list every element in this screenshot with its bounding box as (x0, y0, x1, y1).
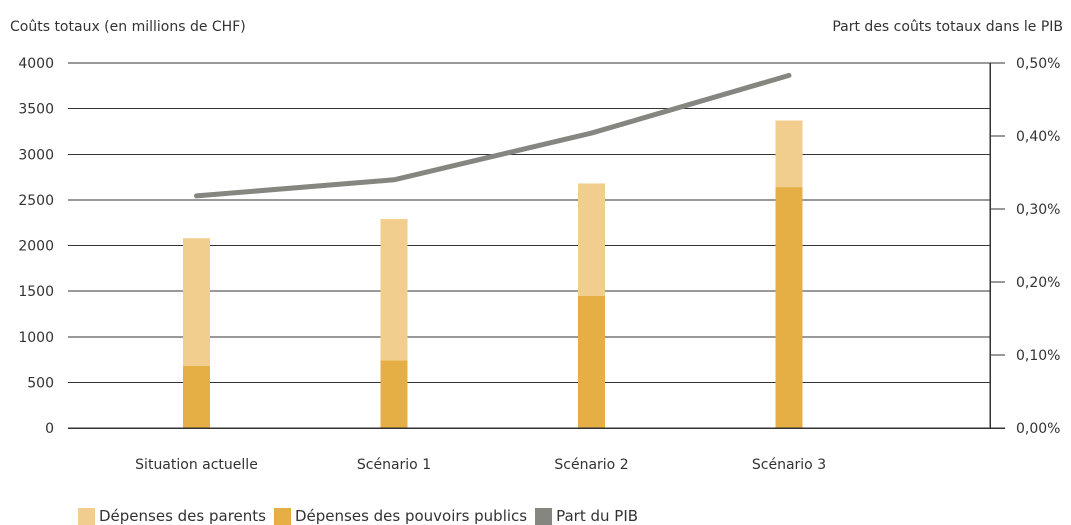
y-tick-label: 1000 (18, 330, 54, 346)
line-gdp-share (194, 72, 792, 199)
legend-item-public: Dépenses des pouvoirs publics (273, 507, 528, 525)
y2-tick-label: 0,00% (1016, 421, 1060, 437)
bar-public (183, 365, 210, 428)
legend-swatch-public (273, 507, 291, 525)
y2-tick-label: 0,30% (1016, 202, 1060, 218)
y-tick-label: 0 (45, 421, 54, 437)
legend-swatch-gdp-share (535, 507, 553, 525)
bar-parents (578, 183, 605, 296)
legend-label-public: Dépenses des pouvoirs publics (294, 507, 528, 525)
y2-tick-label: 0,50% (1016, 56, 1060, 72)
y-tick-label: 2500 (18, 193, 54, 209)
legend-swatch-parents (78, 507, 95, 525)
bar-parents (775, 120, 803, 188)
legend-label-parents: Dépenses des parents (99, 507, 266, 525)
bar-public (380, 360, 408, 428)
x-tick-label: Situation actuelle (135, 457, 258, 473)
x-tick-label: Scénario 3 (752, 457, 826, 473)
bar-public (578, 295, 605, 428)
x-tick-label: Scénario 1 (357, 457, 431, 473)
y2-tick-label: 0,20% (1016, 275, 1060, 291)
y-tick-label: 2000 (18, 239, 54, 255)
bar-public (775, 187, 803, 428)
y-tick-label: 4000 (18, 56, 54, 72)
y-tick-label: 3500 (18, 102, 54, 118)
y-tick-label: 3000 (18, 147, 54, 163)
right-axis-label: Part des coûts totaux dans le PIB (832, 19, 1063, 35)
legend: Dépenses des parents Dépenses des pouvoi… (78, 507, 646, 525)
left-axis-label: Coûts totaux (en millions de CHF) (10, 19, 246, 35)
legend-item-parents: Dépenses des parents (78, 507, 266, 525)
legend-label-gdp-share: Part du PIB (556, 507, 639, 525)
y2-tick-label: 0,10% (1016, 348, 1060, 364)
bar-parents (380, 219, 408, 361)
legend-item-gdp-share: Part du PIB (535, 507, 638, 525)
bar-parents (183, 238, 210, 366)
x-tick-label: Scénario 2 (554, 457, 628, 473)
y2-tick-label: 0,40% (1016, 129, 1060, 145)
y-tick-label: 1500 (18, 284, 54, 300)
y-tick-label: 500 (27, 375, 54, 391)
